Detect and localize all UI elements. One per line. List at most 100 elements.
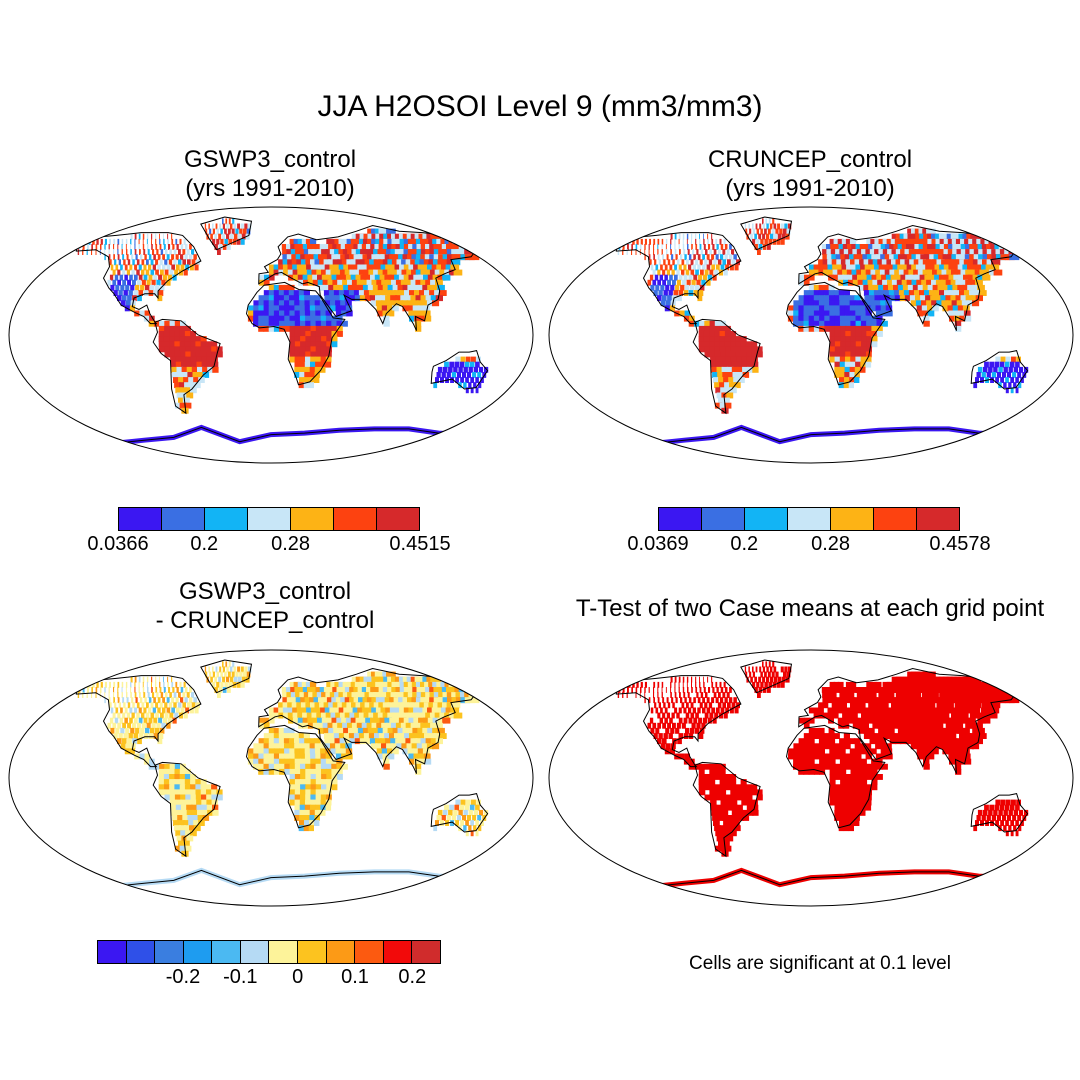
grid-cell	[206, 356, 213, 363]
grid-cell	[143, 274, 148, 281]
grid-cell	[735, 789, 742, 796]
grid-cell	[865, 305, 872, 312]
grid-cell	[746, 346, 753, 353]
grid-cell	[377, 727, 385, 734]
grid-cell	[724, 254, 728, 261]
grid-cell	[908, 712, 916, 719]
grid-cell	[459, 804, 465, 811]
grid-cell	[202, 366, 209, 373]
grid-cell	[119, 717, 123, 724]
grid-cell	[342, 681, 350, 688]
grid-cell	[924, 254, 933, 261]
grid-cell	[241, 233, 246, 240]
grid-cell	[854, 809, 861, 816]
grid-cell	[122, 295, 127, 302]
grid-cell	[284, 310, 291, 317]
grid-cell	[418, 310, 426, 317]
grid-cell	[963, 702, 973, 709]
grid-cell	[145, 727, 150, 734]
grid-cell	[279, 763, 286, 770]
grid-cell	[947, 748, 955, 755]
grid-cell	[167, 233, 169, 240]
grid-cell	[683, 315, 690, 322]
grid-cell	[912, 284, 920, 291]
grid-cell	[362, 681, 371, 688]
grid-cell	[884, 269, 892, 276]
grid-cell	[189, 264, 194, 271]
grid-cell	[283, 738, 290, 745]
grid-cell	[882, 249, 890, 255]
grid-cell	[884, 687, 893, 693]
grid-cell	[143, 249, 146, 255]
grid-cell	[876, 763, 883, 770]
grid-cell	[433, 382, 438, 389]
grid-cell	[843, 382, 849, 389]
grid-cell	[205, 341, 212, 348]
grid-cell	[813, 315, 820, 322]
grid-cell	[949, 315, 956, 322]
grid-cell	[191, 259, 196, 266]
grid-cell	[843, 249, 850, 255]
grid-cell	[686, 681, 688, 688]
grid-cell	[1009, 361, 1015, 368]
grid-cell	[900, 692, 908, 698]
grid-cell	[289, 794, 296, 801]
grid-cell	[375, 300, 383, 307]
grid-cell	[110, 727, 115, 734]
grid-cell	[718, 840, 726, 847]
coastline	[740, 659, 793, 694]
grid-cell	[286, 697, 293, 704]
grid-cell	[842, 244, 849, 250]
grid-cell	[190, 779, 197, 785]
grid-cell	[959, 290, 967, 296]
grid-cell	[401, 702, 410, 709]
grid-cell	[151, 233, 153, 240]
grid-cell	[648, 244, 650, 250]
grid-cell	[908, 290, 916, 296]
grid-cell	[403, 264, 412, 271]
grid-cell	[164, 351, 171, 358]
grid-cell	[294, 815, 300, 821]
grid-cell	[1015, 687, 1027, 693]
grid-cell	[725, 346, 732, 353]
grid-cell	[839, 310, 846, 317]
grid-cell	[873, 733, 881, 739]
grid-cell	[849, 697, 856, 704]
grid-cell	[665, 743, 671, 750]
grid-cell	[437, 366, 443, 373]
grid-cell	[768, 661, 771, 668]
grid-cell	[415, 768, 422, 775]
grid-cell	[334, 681, 342, 688]
grid-cell	[985, 707, 995, 714]
grid-cell	[942, 697, 951, 704]
grid-cell	[683, 733, 689, 739]
grid-cell	[720, 763, 726, 770]
grid-cell	[959, 259, 968, 266]
grid-cell	[299, 356, 306, 363]
grid-cell	[876, 320, 883, 327]
grid-cell	[707, 274, 712, 281]
grid-cell	[211, 341, 218, 348]
grid-cell	[194, 264, 199, 271]
land-cells	[617, 661, 1029, 857]
grid-cell	[929, 717, 937, 724]
grid-cell	[338, 707, 346, 714]
grid-cell	[644, 687, 646, 693]
grid-cell	[876, 274, 883, 281]
grid-cell	[832, 712, 839, 719]
grid-cell	[303, 692, 310, 698]
grid-cell	[837, 717, 844, 724]
grid-cell	[200, 779, 207, 785]
grid-cell	[386, 671, 396, 678]
grid-cell	[226, 676, 230, 683]
grid-cell	[310, 784, 317, 791]
grid-cell	[373, 712, 381, 719]
grid-cell	[850, 341, 857, 348]
grid-cell	[844, 697, 851, 704]
grid-cell	[983, 366, 988, 373]
grid-cell	[179, 845, 187, 852]
grid-cell	[434, 712, 443, 719]
grid-cell	[664, 707, 668, 714]
grid-cell	[854, 300, 861, 307]
grid-cell	[167, 238, 169, 245]
